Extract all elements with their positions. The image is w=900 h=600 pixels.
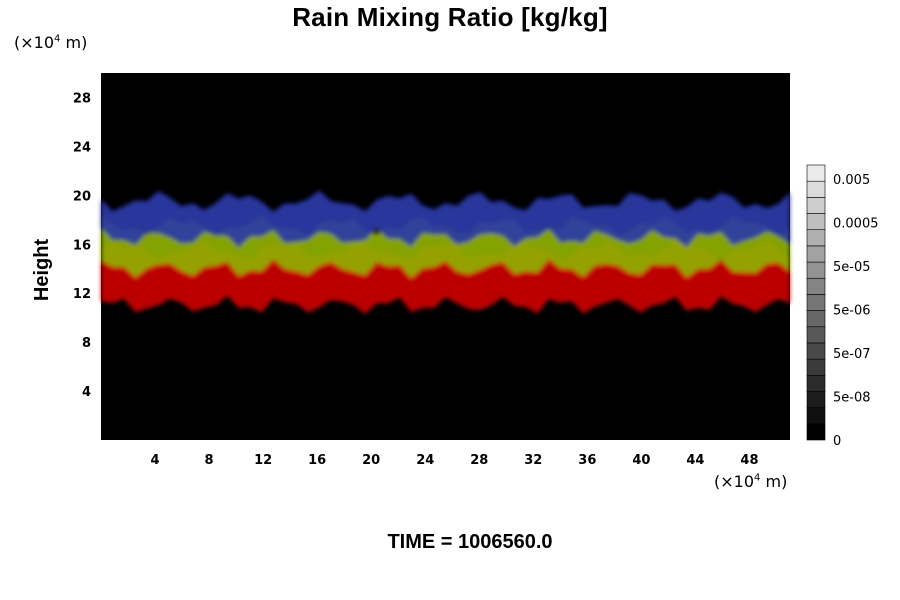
y-tick-label: 4: [82, 385, 91, 400]
colorbar-level: [806, 294, 826, 311]
y-tick-label: 16: [73, 238, 91, 253]
colorbar-level: [806, 245, 826, 263]
layer-band-1: [101, 215, 790, 279]
colorbar-label: 5e-07: [833, 347, 871, 362]
x-tick-label: 20: [362, 453, 380, 468]
x-tick-label: 4: [151, 453, 160, 468]
colorbar-label: 0.0005: [833, 217, 879, 232]
y-tick-label: 20: [73, 189, 91, 204]
colorbar-level: [806, 423, 826, 441]
colorbar-label: 0: [833, 434, 841, 449]
chart-title: Rain Mixing Ratio [kg/kg]: [292, 2, 608, 32]
x-tick-label: 28: [470, 453, 488, 468]
colorbar-level: [806, 213, 826, 231]
colorbar-level: [806, 326, 826, 344]
x-tick-label: 8: [205, 453, 214, 468]
colorbar-level: [806, 197, 826, 214]
y-axis-unit: (×104 m): [14, 33, 88, 52]
colorbar-level: [806, 342, 826, 360]
colorbar-label: 5e-06: [833, 304, 871, 319]
colorbar-level: [806, 310, 826, 328]
colorbar-level: [806, 407, 826, 425]
colorbar-level: [806, 180, 826, 198]
colorbar-level: [806, 374, 826, 392]
time-label: TIME = 1006560.0: [387, 531, 553, 553]
y-tick-label: 8: [82, 336, 91, 351]
colorbar-label: 5e-08: [833, 391, 871, 406]
x-tick-label: 32: [524, 453, 542, 468]
colorbar-level: [806, 277, 826, 295]
x-tick-label: 36: [578, 453, 596, 468]
y-tick-label: 28: [73, 91, 91, 106]
colorbar-level: [806, 391, 826, 408]
colorbar-level: [806, 229, 826, 247]
x-tick-label: 16: [308, 453, 326, 468]
x-tick-label: 44: [686, 453, 704, 468]
x-tick-label: 12: [254, 453, 272, 468]
colorbar-level: [806, 261, 826, 279]
y-tick-label: 12: [73, 287, 91, 302]
colorbar-label: 5e-05: [833, 260, 871, 275]
x-tick-label: 24: [416, 453, 434, 468]
colorbar-level: [806, 358, 826, 376]
colorbar-label: 0.005: [833, 173, 870, 188]
layer-band-2: [101, 190, 790, 248]
y-tick-label: 24: [73, 140, 91, 155]
x-axis-unit: (×104 m): [714, 472, 788, 491]
x-tick-label: 48: [740, 453, 758, 468]
colorbar-level: [806, 164, 826, 182]
x-tick-label: 40: [632, 453, 650, 468]
